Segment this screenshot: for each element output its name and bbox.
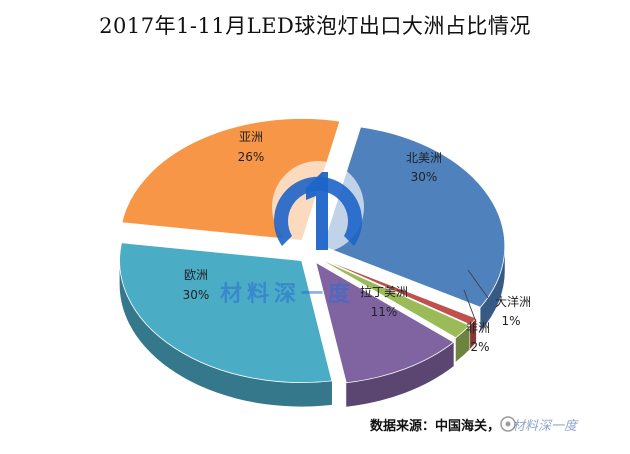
pie-slice-非洲: [317, 257, 471, 339]
slice-label-亚洲: 亚洲: [239, 130, 263, 144]
slice-value-非洲: 2%: [470, 340, 489, 354]
slice-side-欧洲: [119, 260, 332, 407]
pie-slice-北美洲: [322, 126, 506, 308]
slice-value-欧洲: 30%: [183, 288, 210, 302]
slice-value-亚洲: 26%: [238, 150, 265, 164]
slice-value-大洋洲: 1%: [501, 314, 520, 328]
source-watermark-icon: [500, 416, 516, 432]
slice-label-北美洲: 北美洲: [406, 151, 442, 165]
watermark-logo-icon: [272, 161, 364, 253]
slice-value-北美洲: 30%: [411, 170, 438, 184]
slice-value-拉丁美洲: 11%: [371, 305, 398, 319]
slice-side-大洋洲: [470, 318, 477, 349]
leader-line-oceania: [467, 269, 489, 299]
pie-slice-大洋洲: [318, 256, 477, 326]
slice-label-大洋洲: 大洋洲: [495, 294, 531, 309]
chart-title: 2017年1-11月LED球泡灯出口大洲占比情况: [99, 14, 531, 38]
source-note: 数据来源：中国海关，: [370, 419, 501, 434]
leader-line-africa: [463, 289, 477, 323]
pie-slice-欧洲: [119, 242, 333, 383]
slice-label-欧洲: 欧洲: [184, 268, 208, 282]
slice-side-非洲: [455, 325, 470, 362]
slice-label-拉丁美洲: 拉丁美洲: [360, 284, 408, 299]
source-watermark: 材料深一度: [512, 419, 578, 434]
slice-side-北美洲: [480, 246, 505, 332]
slice-label-非洲: 非洲: [466, 321, 490, 335]
watermark-text: 材料深一度: [220, 282, 356, 307]
pie-slice-拉丁美洲: [315, 261, 455, 384]
slice-side-拉丁美洲: [346, 342, 454, 407]
